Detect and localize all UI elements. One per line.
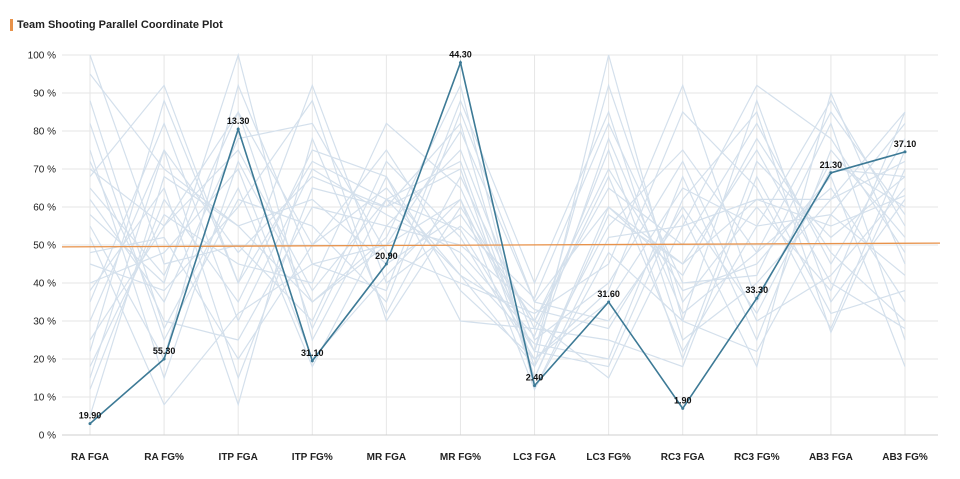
data-label: 21.30	[820, 160, 843, 170]
chart-title-wrap: Team Shooting Parallel Coordinate Plot	[10, 18, 223, 32]
data-label: 2.40	[526, 373, 544, 383]
highlight-point	[829, 171, 833, 175]
highlight-point	[755, 296, 759, 300]
y-tick-label: 80 %	[33, 127, 56, 138]
data-label: 37.10	[894, 139, 917, 149]
data-label: 1.90	[674, 395, 692, 405]
highlight-point	[236, 127, 240, 131]
reference-line	[61, 242, 941, 248]
background-series-line	[89, 83, 906, 352]
background-series-line	[89, 111, 906, 379]
x-tick-label: RC3 FG%	[734, 452, 780, 463]
y-tick-label: 70 %	[33, 165, 56, 176]
x-tick-label: ITP FGA	[219, 452, 258, 463]
data-label: 55.30	[153, 346, 176, 356]
data-label: 13.30	[227, 116, 250, 126]
data-label: 31.10	[301, 348, 324, 358]
x-tick-label: MR FGA	[367, 452, 406, 463]
y-tick-label: 60 %	[33, 203, 56, 214]
background-series-line	[89, 100, 906, 369]
background-series-line	[89, 137, 906, 380]
background-series-line	[89, 99, 906, 367]
title-accent-bar	[10, 19, 13, 31]
y-tick-label: 90 %	[33, 89, 56, 100]
x-tick-label: AB3 FG%	[882, 452, 928, 463]
background-series-line	[89, 83, 906, 361]
background-series-line	[89, 110, 906, 360]
highlight-point	[384, 262, 388, 266]
y-tick-label: 100 %	[28, 51, 56, 62]
background-series-line	[89, 91, 906, 369]
y-tick-label: 0 %	[39, 431, 56, 442]
background-series-line	[89, 73, 906, 304]
y-tick-label: 40 %	[33, 279, 56, 290]
chart-title: Team Shooting Parallel Coordinate Plot	[17, 19, 223, 31]
x-tick-label: LC3 FG%	[586, 452, 631, 463]
highlight-point	[458, 61, 462, 65]
y-tick-label: 30 %	[33, 317, 56, 328]
x-tick-label: RA FGA	[71, 452, 109, 463]
x-tick-label: AB3 FGA	[809, 452, 853, 463]
background-series-line	[89, 84, 906, 368]
highlight-series-line	[89, 59, 906, 425]
background-series-line	[89, 110, 906, 406]
data-label: 31.60	[597, 289, 620, 299]
background-series-line	[89, 52, 906, 369]
data-label: 44.30	[449, 50, 472, 60]
y-tick-label: 50 %	[33, 241, 56, 252]
x-tick-label: LC3 FGA	[513, 452, 556, 463]
data-label: 33.30	[746, 285, 769, 295]
background-series-line	[89, 83, 906, 392]
data-label: 20.90	[375, 251, 398, 261]
highlight-point	[310, 359, 314, 363]
x-tick-label: RA FG%	[144, 452, 184, 463]
data-label: 19.90	[79, 411, 102, 421]
highlight-point	[533, 384, 537, 388]
background-series-line	[89, 83, 906, 367]
background-series-line	[89, 121, 906, 361]
background-series-line	[89, 122, 906, 417]
highlight-point	[607, 300, 611, 304]
highlight-point	[903, 150, 907, 154]
x-tick-label: RC3 FGA	[661, 452, 705, 463]
background-series-line	[89, 122, 906, 380]
x-tick-label: MR FG%	[440, 452, 481, 463]
highlight-point	[162, 357, 166, 361]
highlight-point	[681, 406, 685, 410]
y-tick-label: 10 %	[33, 393, 56, 404]
background-series-line	[89, 148, 906, 361]
highlight-point	[88, 422, 92, 426]
y-tick-label: 20 %	[33, 355, 56, 366]
x-tick-label: ITP FG%	[292, 452, 333, 463]
